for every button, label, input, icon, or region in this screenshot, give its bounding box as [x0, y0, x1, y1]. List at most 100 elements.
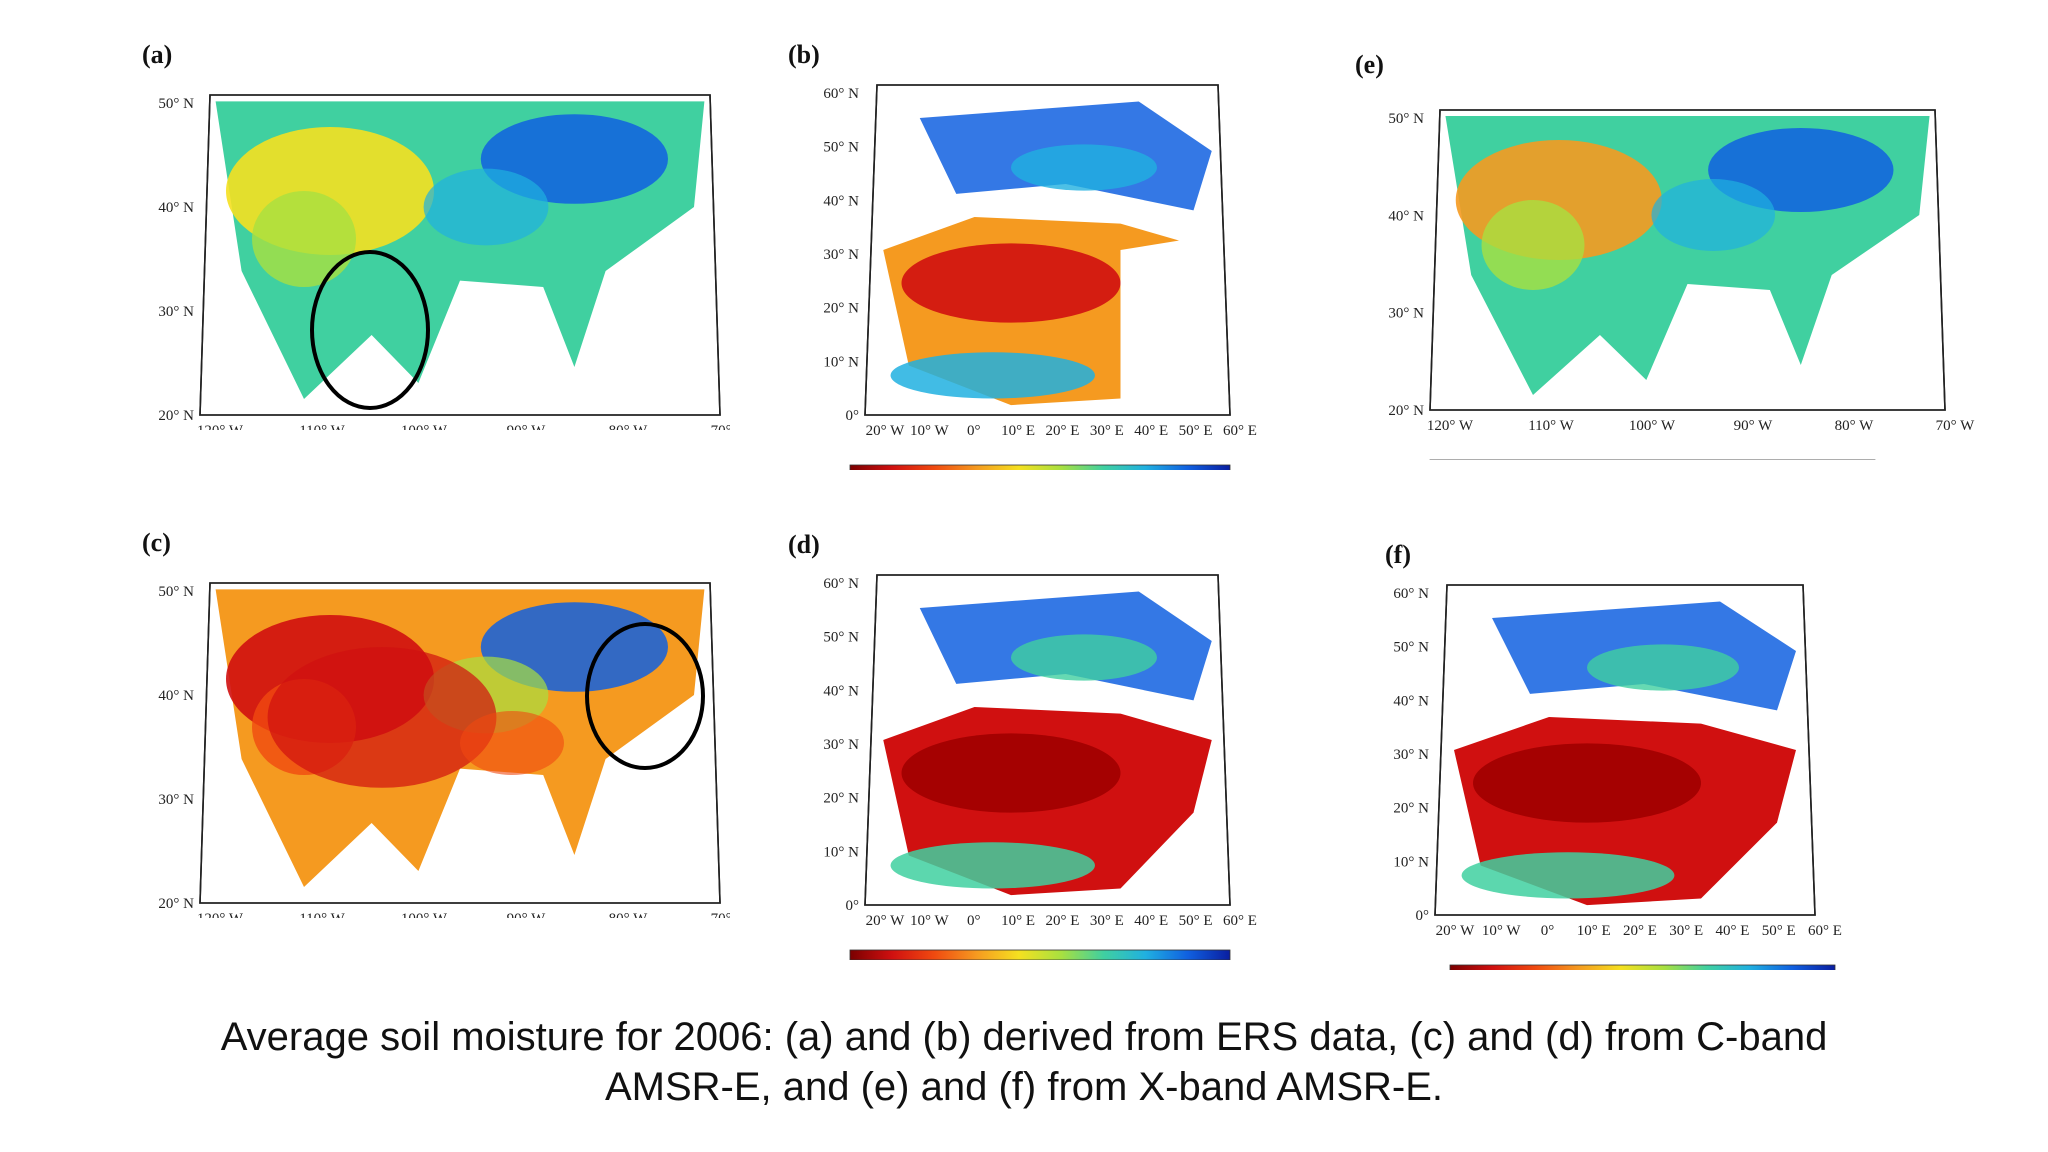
- longitude-label: 100° W: [401, 911, 448, 918]
- latitude-label: 40° N: [1388, 208, 1424, 224]
- figure-caption: Average soil moisture for 2006: (a) and …: [0, 1012, 2048, 1112]
- longitude-label: 80° W: [609, 423, 648, 430]
- caption-line-2: AMSR-E, and (e) and (f) from X-band AMSR…: [604, 1065, 1444, 1109]
- longitude-label: 30° E: [1669, 923, 1703, 939]
- longitude-label: 10° W: [910, 423, 949, 439]
- colorbar: [849, 464, 1231, 470]
- latitude-label: 30° N: [823, 247, 859, 263]
- longitude-label: 50° E: [1762, 923, 1796, 939]
- panel-label: (e): [1355, 50, 1384, 79]
- longitude-label: 60° E: [1223, 913, 1257, 929]
- latitude-label: 0°: [846, 408, 860, 424]
- longitude-label: 110° W: [1528, 418, 1574, 434]
- land-area: [883, 591, 1212, 896]
- longitude-label: 90° W: [1734, 418, 1773, 434]
- colorbar: [849, 949, 1231, 960]
- latitude-label: 60° N: [1393, 586, 1429, 602]
- longitude-label: 110° W: [299, 911, 345, 918]
- latitude-label: 60° N: [823, 86, 859, 102]
- longitude-label: 40° E: [1716, 923, 1750, 939]
- latitude-label: 30° N: [823, 737, 859, 753]
- longitude-label: 40° E: [1134, 423, 1168, 439]
- longitude-label: 70° W: [711, 911, 730, 918]
- longitude-label: 90° W: [507, 423, 546, 430]
- latitude-label: 30° N: [1393, 747, 1429, 763]
- longitude-label: 70° W: [711, 423, 730, 430]
- panel-label: (f): [1385, 540, 1411, 569]
- latitude-label: 50° N: [158, 584, 194, 600]
- latitude-label: 20° N: [1388, 403, 1424, 419]
- latitude-label: 50° N: [823, 630, 859, 646]
- longitude-label: 120° W: [197, 911, 244, 918]
- longitude-label: 30° E: [1090, 913, 1124, 929]
- latitude-label: 20° N: [158, 408, 194, 424]
- longitude-label: 80° W: [609, 911, 648, 918]
- longitude-label: 0°: [967, 913, 981, 929]
- map-svg: 60° N 50° N 40° N 30° N 20° N 10° N 0° 20° W 10°…: [1393, 584, 1842, 970]
- longitude-label: 20° E: [1046, 423, 1080, 439]
- longitude-label: 10° E: [1001, 423, 1035, 439]
- land-area: [215, 589, 705, 887]
- longitude-label: 10° W: [1482, 923, 1521, 939]
- longitude-label: 120° W: [197, 423, 244, 430]
- latitude-label: 40° N: [1393, 693, 1429, 709]
- latitude-label: 20° N: [158, 896, 194, 912]
- map-svg: 60° N 50° N 40° N 30° N 20° N 10° N 0° 20° W 10°…: [823, 84, 1257, 470]
- longitude-label: 30° E: [1090, 423, 1124, 439]
- land-area: [883, 101, 1223, 406]
- longitude-label: 110° W: [299, 423, 345, 430]
- latitude-label: 30° N: [158, 792, 194, 808]
- longitude-label: 90° W: [507, 911, 546, 918]
- longitude-label: 50° E: [1179, 913, 1213, 929]
- longitude-label: 70° W: [1936, 418, 1975, 434]
- panel-label: (a): [142, 40, 173, 69]
- latitude-label: 40° N: [158, 200, 194, 216]
- latitude-label: 20° N: [1393, 801, 1429, 817]
- latitude-label: 50° N: [823, 140, 859, 156]
- longitude-label: 60° E: [1223, 423, 1257, 439]
- latitude-label: 50° N: [1393, 640, 1429, 656]
- longitude-label: 20° E: [1046, 913, 1080, 929]
- latitude-label: 20° N: [823, 791, 859, 807]
- longitude-label: 10° W: [910, 913, 949, 929]
- latitude-label: 50° N: [1388, 111, 1424, 127]
- colorbar: [1449, 964, 1836, 970]
- longitude-label: 60° E: [1808, 923, 1842, 939]
- latitude-label: 10° N: [823, 354, 859, 370]
- panel-label: (c): [142, 528, 171, 557]
- latitude-label: 40° N: [158, 688, 194, 704]
- map-svg: 60° N 50° N 40° N 30° N 20° N 10° N 0° 20° W 10°…: [823, 574, 1257, 960]
- latitude-label: 0°: [846, 898, 860, 914]
- longitude-label: 20° W: [866, 913, 905, 929]
- longitude-label: 120° W: [1427, 418, 1474, 434]
- longitude-label: 50° E: [1179, 423, 1213, 439]
- latitude-label: 60° N: [823, 576, 859, 592]
- longitude-label: 20° W: [866, 423, 905, 439]
- latitude-label: 30° N: [158, 304, 194, 320]
- latitude-label: 30° N: [1388, 306, 1424, 322]
- longitude-label: 0°: [1541, 923, 1555, 939]
- longitude-label: 0°: [967, 423, 981, 439]
- latitude-label: 10° N: [823, 844, 859, 860]
- caption-line-1: Average soil moisture for 2006: (a) and …: [220, 1015, 1828, 1059]
- longitude-label: 10° E: [1577, 923, 1611, 939]
- longitude-label: 10° E: [1001, 913, 1035, 929]
- latitude-label: 40° N: [823, 193, 859, 209]
- land-area: [215, 101, 705, 400]
- latitude-label: 20° N: [823, 301, 859, 317]
- latitude-label: 50° N: [158, 96, 194, 112]
- panel-label: (d): [788, 530, 820, 559]
- longitude-label: 40° E: [1134, 913, 1168, 929]
- latitude-label: 10° N: [1393, 854, 1429, 870]
- highlight-circle: [310, 250, 430, 410]
- highlight-circle: [585, 622, 705, 770]
- latitude-label: 40° N: [823, 683, 859, 699]
- longitude-label: 100° W: [1629, 418, 1676, 434]
- land-area: [1454, 601, 1796, 906]
- longitude-label: 20° W: [1436, 923, 1475, 939]
- longitude-label: 100° W: [401, 423, 448, 430]
- panel-label: (b): [788, 40, 820, 69]
